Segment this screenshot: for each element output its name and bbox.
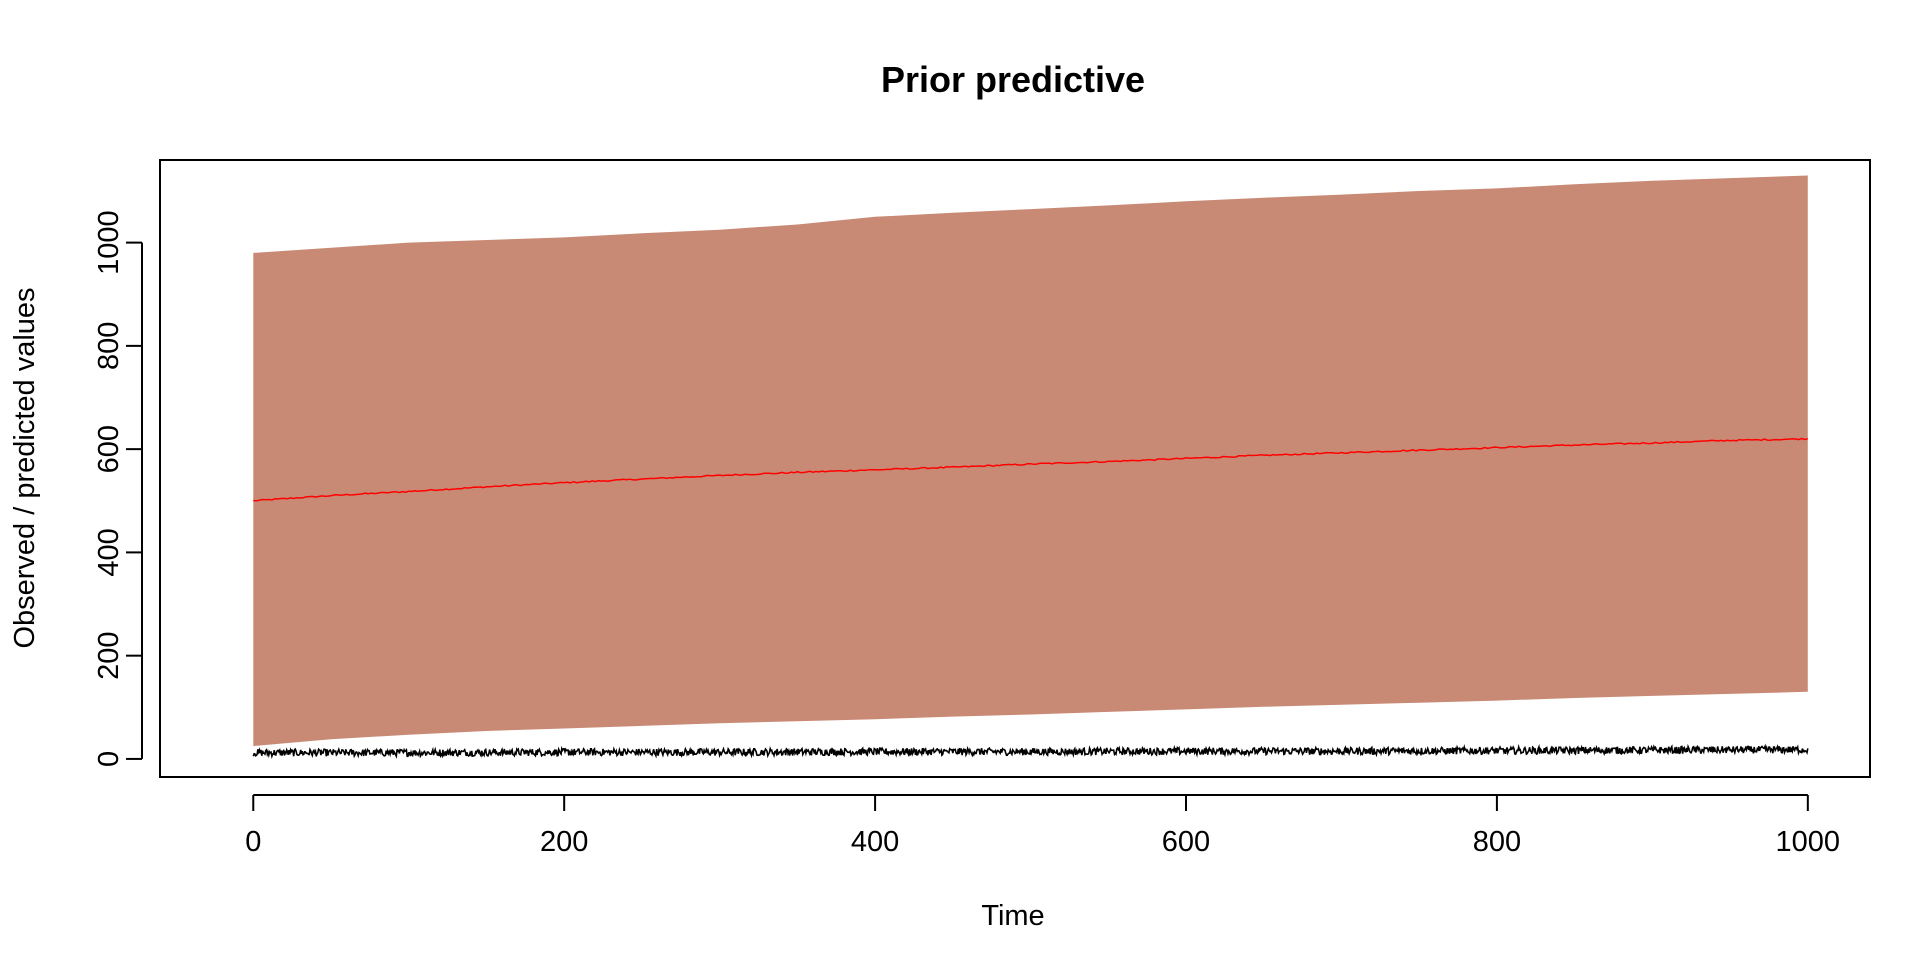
x-axis-label: Time (981, 900, 1044, 932)
prediction-band (253, 175, 1808, 746)
y-axis: 0 200 400 600 800 1000 (93, 210, 143, 767)
x-tick-label: 600 (1162, 826, 1210, 858)
plot-frame (159, 159, 1871, 778)
observed-series-line (252, 743, 1809, 760)
y-tick-label: 800 (93, 322, 125, 370)
x-axis: 0 200 400 600 800 1000 (245, 794, 1841, 858)
y-tick-label: 400 (93, 528, 125, 576)
x-tick-label: 400 (851, 826, 899, 858)
y-tick-label: 1000 (93, 210, 125, 275)
y-axis-label: Observed / predicted values (9, 287, 41, 648)
x-tick-label: 1000 (1776, 826, 1841, 858)
chart-title: Prior predictive (881, 59, 1145, 100)
x-tick-label: 200 (540, 826, 588, 858)
x-tick-label: 800 (1473, 826, 1521, 858)
x-tick-label: 0 (245, 826, 261, 858)
y-tick-label: 0 (93, 751, 125, 767)
y-tick-label: 200 (93, 631, 125, 679)
plot-area (252, 175, 1809, 760)
y-tick-label: 600 (93, 425, 125, 473)
predicted-mean-line (253, 437, 1808, 502)
